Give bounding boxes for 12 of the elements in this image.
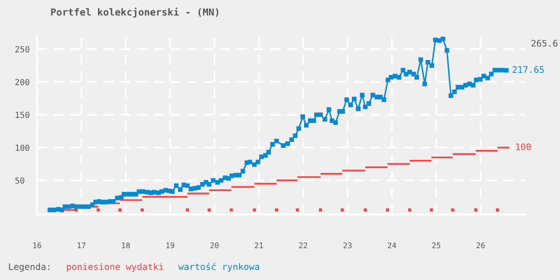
text: poniesione wydatki	[66, 263, 164, 272]
y-tick-label: 200	[15, 78, 30, 86]
chart-title: Portfel kolekcjonerski - (MN)	[51, 8, 218, 18]
text: 265.6	[532, 40, 558, 47]
y-tick-label: 100	[16, 144, 30, 151]
y-tick-label: 150	[16, 112, 30, 118]
data-label: 100	[516, 143, 531, 150]
text: wartość rynkowa	[178, 262, 260, 272]
data-label: 217.65	[512, 66, 544, 73]
legend-title: Legenda:	[9, 263, 50, 272]
y-tick-label: 250	[15, 46, 30, 52]
y-tick-label: 50	[15, 177, 24, 184]
